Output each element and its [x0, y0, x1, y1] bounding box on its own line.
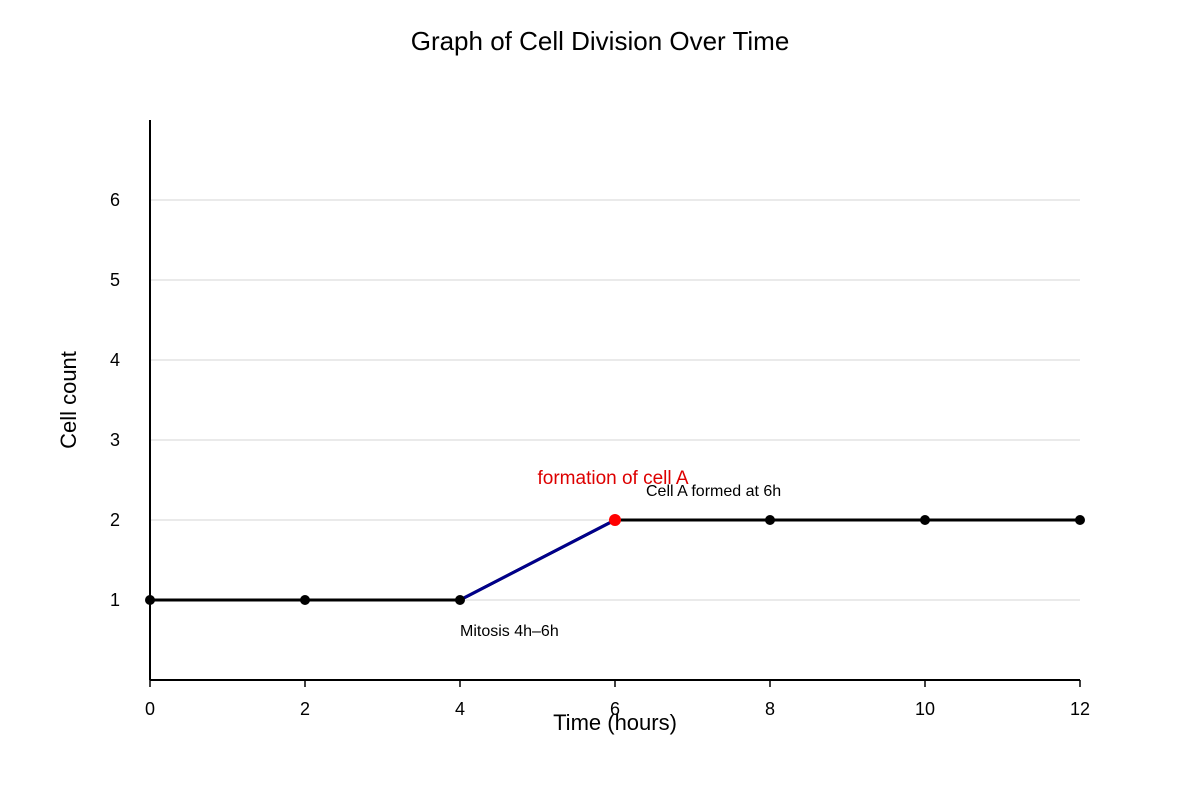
y-tick-label: 4 [110, 350, 120, 370]
y-tick-label: 5 [110, 270, 120, 290]
x-tick-label: 4 [455, 699, 465, 719]
data-point [455, 595, 465, 605]
chart-title: Graph of Cell Division Over Time [411, 26, 790, 56]
y-axis-title: Cell count [56, 351, 81, 449]
y-ticks: 1 2 3 4 5 6 [110, 190, 120, 610]
x-tick-label: 0 [145, 699, 155, 719]
y-tick-label: 3 [110, 430, 120, 450]
annotation-label: Mitosis 4h–6h [460, 623, 559, 640]
y-tick-label: 6 [110, 190, 120, 210]
data-point [920, 515, 930, 525]
x-tick-label: 12 [1070, 699, 1090, 719]
series-layer [145, 514, 1085, 605]
data-point [765, 515, 775, 525]
highlight-point [609, 514, 621, 526]
x-tick-label: 8 [765, 699, 775, 719]
x-axis-title: Time (hours) [553, 710, 677, 735]
x-tick-label: 10 [915, 699, 935, 719]
x-tick-label: 6 [610, 699, 620, 719]
annotation-label: formation of cell A [538, 468, 689, 489]
data-point [1075, 515, 1085, 525]
grid-lines [150, 199, 1080, 601]
series-line [150, 518, 1080, 602]
y-tick-label: 1 [110, 590, 120, 610]
annotation-label: Cell A formed at 6h [646, 483, 781, 500]
axes [149, 120, 1080, 681]
mitosis-segment [459, 518, 616, 602]
data-point [300, 595, 310, 605]
data-point [145, 595, 155, 605]
x-ticks: 0 2 4 6 8 10 12 [145, 680, 1090, 719]
x-tick-label: 2 [300, 699, 310, 719]
y-tick-label: 2 [110, 510, 120, 530]
